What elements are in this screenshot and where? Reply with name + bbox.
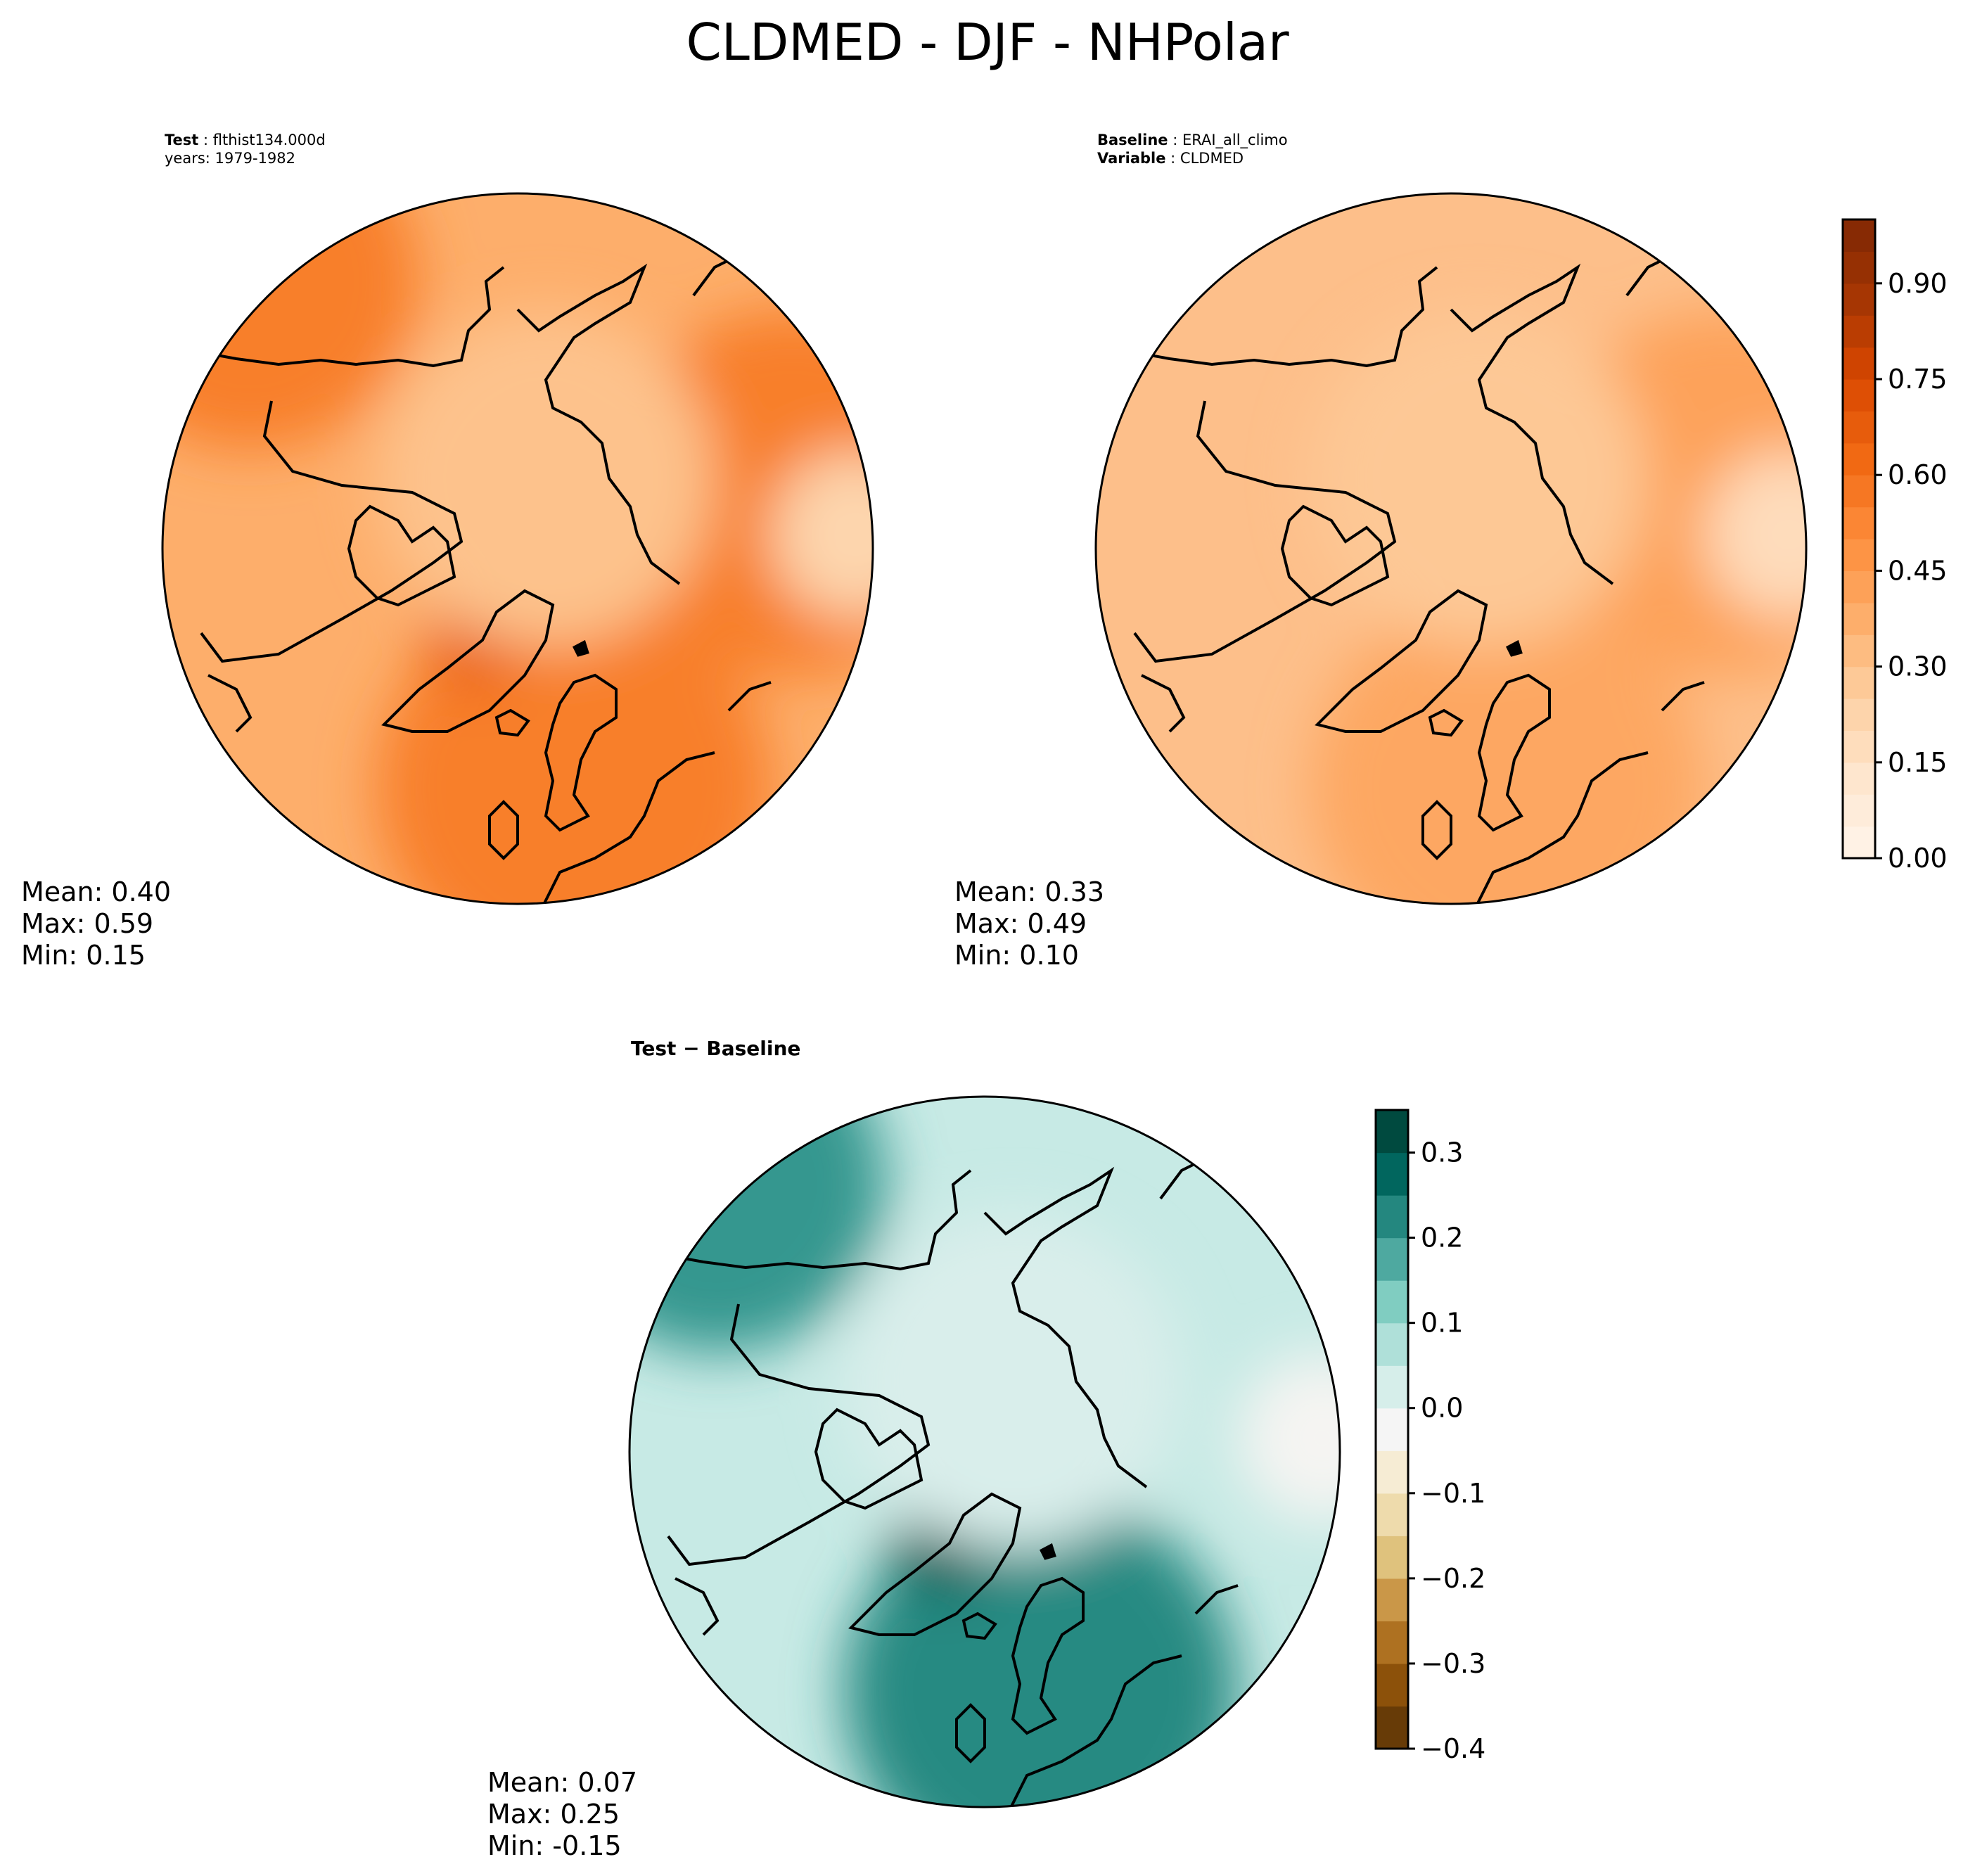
oranges-colorbar-segment (1843, 506, 1875, 540)
difference-min: Min: -0.15 (487, 1830, 622, 1861)
brbg-colorbar-tick-label: −0.1 (1421, 1478, 1485, 1509)
brbg-colorbar-segment (1376, 1408, 1408, 1451)
oranges-colorbar-tick-label: 0.30 (1888, 651, 1948, 682)
field-blob-east-edge (1704, 450, 1806, 619)
oranges-colorbar-segment (1843, 730, 1875, 763)
field-blob-central-arctic (1310, 310, 1648, 647)
oranges-colorbar-segment (1843, 698, 1875, 731)
oranges-colorbar-segment (1843, 570, 1875, 604)
oranges-colorbar-segment (1843, 762, 1875, 795)
field-blob-central-arctic (844, 1213, 1182, 1550)
oranges-colorbar-segment (1843, 379, 1875, 411)
brbg-colorbar-segment (1376, 1322, 1408, 1366)
brbg-colorbar-tick-label: −0.3 (1421, 1648, 1485, 1679)
difference-mean: Mean: 0.07 (487, 1767, 637, 1798)
oranges-colorbar-tick-label: 0.00 (1888, 843, 1948, 874)
brbg-colorbar-tick-label: 0.3 (1421, 1137, 1463, 1168)
test-panel: Test : flthist134.000d years: 1979-1982 … (21, 132, 874, 971)
brbg-colorbar: −0.4 −0.3 −0.2 −0.1 0.0 0.1 0.2 0.3 (1374, 1109, 1485, 1764)
oranges-colorbar-frame (1841, 218, 1877, 860)
brbg-colorbar-segment (1376, 1110, 1408, 1154)
brbg-colorbar-tick-label: −0.4 (1421, 1733, 1485, 1764)
brbg-colorbar-tick-label: −0.2 (1421, 1563, 1485, 1594)
brbg-colorbar-frame (1374, 1109, 1410, 1750)
brbg-colorbar-segment (1376, 1663, 1408, 1707)
brbg-colorbar-segment (1376, 1365, 1408, 1409)
baseline-min: Min: 0.10 (954, 940, 1079, 971)
oranges-colorbar-segment (1843, 283, 1875, 316)
brbg-colorbar-segment (1376, 1152, 1408, 1196)
brbg-colorbar-segment (1376, 1493, 1408, 1536)
difference-panel: Test − Baseline Mean: 0.07 Max: 0.25 Min… (487, 1037, 1485, 1861)
oranges-colorbar-tick-label: 0.60 (1888, 459, 1948, 490)
oranges-colorbar-segment (1843, 634, 1875, 668)
difference-max: Max: 0.25 (487, 1799, 620, 1830)
baseline-field-blobs (1310, 310, 1806, 904)
oranges-colorbar-segment (1843, 442, 1875, 476)
field-blob-north-pacific (629, 1097, 886, 1353)
oranges-colorbar-tick-label: 0.75 (1888, 364, 1948, 395)
oranges-colorbar-tick-label: 0.45 (1888, 555, 1948, 586)
oranges-colorbar-segment (1843, 539, 1875, 571)
test-years: years: 1979-1982 (165, 150, 295, 167)
brbg-colorbar-segment (1376, 1280, 1408, 1324)
test-max: Max: 0.59 (21, 908, 153, 939)
baseline-header-line2: Variable : CLDMED (1097, 150, 1244, 167)
brbg-colorbar-tick-label: 0.0 (1421, 1393, 1463, 1424)
test-map-boundary (161, 192, 874, 905)
baseline-name: ERAI_all_climo (1182, 132, 1288, 149)
brbg-colorbar-segment (1376, 1536, 1408, 1579)
oranges-colorbar-segment (1843, 475, 1875, 508)
oranges-colorbar-segment (1843, 315, 1875, 348)
baseline-label: Baseline (1097, 132, 1168, 148)
field-blob-central-arctic (377, 310, 715, 647)
baseline-map-boundary (1094, 192, 1808, 905)
test-mean: Mean: 0.40 (21, 876, 171, 907)
brbg-colorbar-segment (1376, 1706, 1408, 1749)
brbg-colorbar-tick-label: 0.1 (1421, 1308, 1463, 1339)
baseline-mean: Mean: 0.33 (954, 876, 1104, 907)
test-name: flthist134.000d (213, 132, 326, 148)
baseline-header-line1: Baseline : ERAI_all_climo (1097, 132, 1288, 149)
brbg-colorbar-segment (1376, 1450, 1408, 1494)
oranges-colorbar-segment (1843, 347, 1875, 380)
oranges-colorbar-segment (1843, 602, 1875, 635)
oranges-colorbar-segment (1843, 219, 1875, 252)
field-blob-east-edge (1238, 1353, 1340, 1522)
difference-map-boundary (628, 1095, 1341, 1808)
oranges-colorbar-segment (1843, 411, 1875, 444)
oranges-colorbar-segment (1843, 794, 1875, 827)
oranges-colorbar: 0.00 0.15 0.30 0.45 0.60 0.75 0.90 (1841, 218, 1948, 874)
oranges-colorbar-tick-label: 0.15 (1888, 747, 1948, 778)
baseline-max: Max: 0.49 (954, 908, 1087, 939)
oranges-colorbar-segment (1843, 826, 1875, 859)
brbg-colorbar-segment (1376, 1237, 1408, 1281)
brbg-colorbar-segment (1376, 1578, 1408, 1621)
baseline-panel: Baseline : ERAI_all_climo Variable : CLD… (954, 132, 1948, 971)
test-label: Test (165, 132, 198, 148)
baseline-variable-label: Variable (1097, 150, 1165, 167)
test-min: Min: 0.15 (21, 940, 146, 971)
field-blob-east-edge (771, 450, 873, 619)
oranges-colorbar-tick-label: 0.90 (1888, 268, 1948, 299)
oranges-colorbar-segment (1843, 666, 1875, 699)
difference-label: Test − Baseline (631, 1037, 800, 1060)
brbg-colorbar-segment (1376, 1195, 1408, 1239)
brbg-colorbar-segment (1376, 1621, 1408, 1664)
baseline-variable: CLDMED (1180, 150, 1244, 167)
figure-title: CLDMED - DJF - NHPolar (686, 13, 1289, 72)
brbg-colorbar-tick-label: 0.2 (1421, 1223, 1463, 1253)
oranges-colorbar-segment (1843, 251, 1875, 284)
test-header-line1: Test : flthist134.000d (165, 132, 326, 148)
